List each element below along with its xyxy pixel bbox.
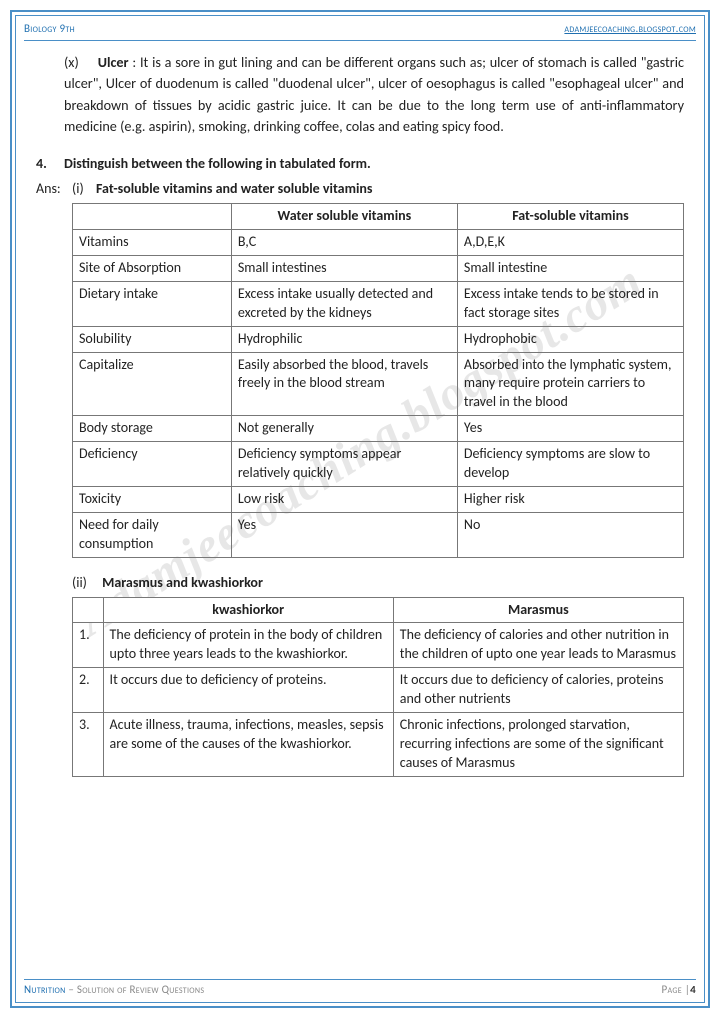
table-header-row: kwashiorkor Marasmus — [73, 597, 684, 623]
table-row: ToxicityLow riskHigher risk — [73, 486, 684, 512]
table-cell: 1. — [73, 623, 104, 668]
table-cell: Deficiency symptoms appear relatively qu… — [231, 442, 457, 487]
table-cell: Deficiency symptoms are slow to develop — [457, 442, 683, 487]
table-cell: Chronic infections, prolonged starvation… — [393, 713, 683, 777]
page-outer-border: Biology 9th adamjeecoaching.blogspot.com… — [10, 10, 710, 1008]
question-text: Distinguish between the following in tab… — [64, 153, 684, 174]
table-header: Water soluble vitamins — [231, 204, 457, 230]
table-cell: Low risk — [231, 486, 457, 512]
table-cell: Absorbed into the lymphatic system, many… — [457, 352, 683, 416]
table-cell: Easily absorbed the blood, travels freel… — [231, 352, 457, 416]
table-row: SolubilityHydrophilicHydrophobic — [73, 326, 684, 352]
table-header-row: Water soluble vitamins Fat-soluble vitam… — [73, 204, 684, 230]
table-cell: 2. — [73, 668, 104, 713]
table-cell: Small intestines — [231, 255, 457, 281]
table-cell: Not generally — [231, 416, 457, 442]
marasmus-table: kwashiorkor Marasmus 1.The deficiency of… — [72, 597, 684, 777]
table-cell: Need for daily consumption — [73, 512, 232, 557]
table-cell: Deficiency — [73, 442, 232, 487]
table-cell: The deficiency of protein in the body of… — [103, 623, 393, 668]
table-cell: Yes — [457, 416, 683, 442]
answer-ii-header: (ii) Marasmus and kwashiorkor — [72, 572, 684, 593]
table-cell: It occurs due to deficiency of proteins. — [103, 668, 393, 713]
term-ulcer: Ulcer — [98, 53, 129, 71]
table-cell: It occurs due to deficiency of calories,… — [393, 668, 683, 713]
table-row: CapitalizeEasily absorbed the blood, tra… — [73, 352, 684, 416]
page-label: Page | — [662, 983, 691, 996]
page-footer: Nutrition – Solution of Review Questions… — [24, 983, 696, 996]
header-right: adamjeecoaching.blogspot.com — [564, 22, 696, 35]
answer-subtitle: Marasmus and kwashiorkor — [102, 574, 263, 591]
page-inner-border: Biology 9th adamjeecoaching.blogspot.com… — [15, 15, 705, 1003]
footer-left: Nutrition – Solution of Review Questions — [24, 983, 204, 996]
page-header: Biology 9th adamjeecoaching.blogspot.com — [24, 22, 696, 35]
table-row: 1.The deficiency of protein in the body … — [73, 623, 684, 668]
table-row: 3.Acute illness, trauma, infections, mea… — [73, 713, 684, 777]
vitamins-table: Water soluble vitamins Fat-soluble vitam… — [72, 203, 684, 557]
table-cell: Hydrophobic — [457, 326, 683, 352]
table-row: 2.It occurs due to deficiency of protein… — [73, 668, 684, 713]
answer-i-header: Ans: (i) Fat-soluble vitamins and water … — [36, 178, 684, 199]
table-row: VitaminsB,CA,D,E,K — [73, 230, 684, 256]
table-cell: Excess intake usually detected and excre… — [231, 281, 457, 326]
footer-topic: Nutrition — [24, 983, 66, 996]
footer-right: Page |4 — [662, 983, 696, 996]
table-cell: The deficiency of calories and other nut… — [393, 623, 683, 668]
page-number: 4 — [690, 983, 696, 996]
table-cell: Yes — [231, 512, 457, 557]
table-header: Marasmus — [393, 597, 683, 623]
table-cell: Dietary intake — [73, 281, 232, 326]
table-header: kwashiorkor — [103, 597, 393, 623]
table-cell: Excess intake tends to be stored in fact… — [457, 281, 683, 326]
table-cell: B,C — [231, 230, 457, 256]
question-number: 4. — [36, 153, 64, 174]
table-cell: Acute illness, trauma, infections, measl… — [103, 713, 393, 777]
table-cell: Solubility — [73, 326, 232, 352]
table-cell: Site of Absorption — [73, 255, 232, 281]
header-rule — [24, 40, 696, 41]
table-cell: Capitalize — [73, 352, 232, 416]
table-cell: Higher risk — [457, 486, 683, 512]
answer-label: Ans: — [36, 178, 72, 199]
table-cell: Vitamins — [73, 230, 232, 256]
table-cell: Hydrophilic — [231, 326, 457, 352]
footer-rule — [24, 979, 696, 980]
header-left: Biology 9th — [24, 22, 75, 35]
table-cell: 3. — [73, 713, 104, 777]
table-row: DeficiencyDeficiency symptoms appear rel… — [73, 442, 684, 487]
table-header: Fat-soluble vitamins — [457, 204, 683, 230]
page-content: (x) Ulcer : It is a sore in gut lining a… — [36, 48, 684, 970]
table-cell: Body storage — [73, 416, 232, 442]
table-row: Need for daily consumptionYesNo — [73, 512, 684, 557]
answer-subnum: (i) — [72, 178, 96, 199]
table-row: Body storageNot generallyYes — [73, 416, 684, 442]
definition-body: : It is a sore in gut lining and can be … — [64, 53, 684, 135]
footer-sub: – Solution of Review Questions — [66, 983, 205, 996]
table-header — [73, 204, 232, 230]
table-cell: Toxicity — [73, 486, 232, 512]
table-cell: A,D,E,K — [457, 230, 683, 256]
answer-subnum: (ii) — [72, 574, 87, 591]
table-cell: No — [457, 512, 683, 557]
item-number: (x) — [64, 53, 79, 71]
table-row: Site of AbsorptionSmall intestinesSmall … — [73, 255, 684, 281]
definition-ulcer: (x) Ulcer : It is a sore in gut lining a… — [64, 52, 684, 137]
table-row: Dietary intakeExcess intake usually dete… — [73, 281, 684, 326]
table-header — [73, 597, 104, 623]
answer-subtitle: Fat-soluble vitamins and water soluble v… — [96, 178, 684, 199]
table-cell: Small intestine — [457, 255, 683, 281]
question-4: 4. Distinguish between the following in … — [36, 153, 684, 174]
